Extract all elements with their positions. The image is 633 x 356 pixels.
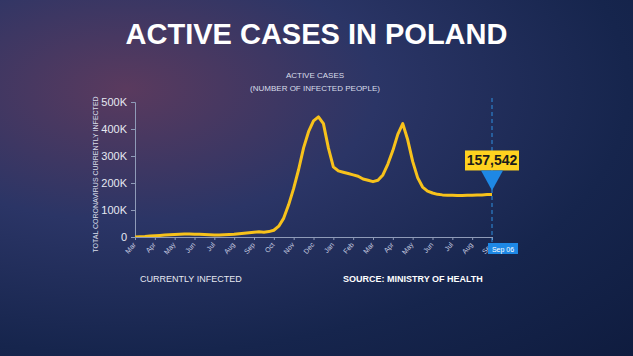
x-tick: Jun	[422, 237, 435, 254]
x-tick-label: Apr	[144, 241, 158, 255]
x-tick: Aug	[223, 237, 237, 256]
y-tick-mark	[131, 210, 135, 211]
callout-label: 157,542	[467, 152, 518, 168]
y-tick-mark	[131, 183, 135, 184]
x-tick: Jan	[323, 237, 336, 254]
y-tick: 400K	[101, 123, 135, 135]
x-tick-label: Jan	[323, 241, 336, 254]
x-tick: Aug	[461, 237, 475, 256]
x-tick-mark	[155, 237, 156, 240]
x-tick-mark	[393, 237, 394, 240]
x-tick: Apr	[382, 237, 396, 255]
x-tick-mark	[373, 237, 374, 240]
line	[135, 117, 492, 237]
y-tick-mark	[131, 237, 135, 238]
x-tick-label: Apr	[382, 241, 396, 255]
x-tick-label: Feb	[342, 241, 355, 255]
y-tick-label: 300K	[101, 150, 127, 162]
y-tick-mark	[131, 102, 135, 103]
date-label: Sep 06	[492, 246, 514, 254]
y-tick-label: 400K	[101, 123, 127, 135]
x-tick-label: Dec	[302, 241, 316, 255]
y-axis-line	[131, 103, 136, 238]
x-tick: Jul	[205, 237, 216, 252]
x-tick: Nov	[282, 237, 296, 255]
source: SOURCE: MINISTRY OF HEALTH	[343, 274, 483, 284]
x-tick-label: Mar	[362, 241, 376, 255]
x-tick-label: Sep	[243, 241, 257, 256]
subtitle: ACTIVE CASES	[286, 71, 344, 80]
y-tick-label: 100K	[101, 204, 127, 216]
x-tick-mark	[333, 237, 334, 240]
x-tick: May	[163, 237, 178, 256]
x-tick-label: Aug	[461, 241, 475, 256]
x-tick-mark	[433, 237, 434, 240]
x-tick: Sep	[243, 237, 257, 256]
callout-pointer	[481, 170, 503, 190]
x-tick: Mar	[124, 237, 138, 255]
x-tick: May	[401, 237, 416, 256]
y-tick: 200K	[101, 177, 135, 189]
x-tick-mark	[195, 237, 196, 240]
x-tick-label: Nov	[282, 241, 296, 255]
y-tick: 500K	[101, 96, 135, 108]
subtitle-note: (NUMBER OF INFECTED PEOPLE)	[250, 84, 380, 93]
x-tick-label: Jun	[422, 241, 435, 254]
x-tick-mark	[175, 237, 176, 240]
x-tick: Jun	[184, 237, 197, 254]
x-axis: Mar Apr May Jun Jul Aug Sep Oct Nov Dec Jan Feb Mar A…	[124, 237, 495, 256]
x-tick: Dec	[302, 237, 316, 255]
x-tick: Mar	[362, 237, 376, 255]
y-axis: 0 100K 200K 300K 400K 500K	[101, 96, 135, 243]
x-tick-mark	[254, 237, 255, 240]
x-tick-mark	[294, 237, 295, 240]
x-tick-mark	[234, 237, 235, 240]
x-tick: Apr	[144, 237, 158, 255]
x-tick-label: Jul	[205, 241, 216, 253]
title: ACTIVE CASES IN POLAND	[126, 18, 508, 50]
plot: 0 100K 200K 300K 400K 500K Mar Apr May Jun Jul Aug S…	[101, 96, 519, 256]
y-tick: 300K	[101, 150, 135, 162]
y-tick-mark	[131, 156, 135, 157]
x-tick-mark	[472, 237, 473, 240]
x-tick-label: Aug	[223, 241, 237, 256]
x-tick-mark	[214, 237, 215, 240]
y-tick-label: 200K	[101, 177, 127, 189]
x-tick: Oct	[263, 237, 275, 254]
callout-box	[465, 150, 519, 170]
series	[135, 117, 492, 237]
footer-note: CURRENTLY INFECTED	[140, 274, 242, 284]
x-tick: Feb	[342, 237, 355, 255]
x-tick-mark	[274, 237, 275, 240]
y-tick-label: 500K	[101, 96, 127, 108]
x-tick-mark	[314, 237, 315, 240]
x-tick-label: Jun	[184, 241, 197, 254]
x-tick-mark	[135, 237, 136, 240]
y-tick: 0	[121, 231, 135, 243]
date-box	[488, 243, 518, 254]
chart: ACTIVE CASES IN POLAND ACTIVE CASES (NUMBE…	[0, 0, 633, 356]
x-axis-line	[136, 238, 493, 241]
x-tick-label: Mar	[124, 241, 138, 255]
y-axis-title: TOTAL CORONAVIRUS CURRENTLY INFECTED	[92, 96, 99, 252]
x-tick-label: May	[401, 241, 416, 257]
x-tick-mark	[452, 237, 453, 240]
x-tick: Jul	[443, 237, 454, 252]
y-tick-mark	[131, 129, 135, 130]
x-tick-label: Oct	[263, 241, 275, 254]
x-tick-label: Jul	[443, 241, 454, 253]
x-tick-mark	[353, 237, 354, 240]
x-tick-label: May	[163, 241, 178, 257]
y-tick-label: 0	[121, 231, 127, 243]
y-tick: 100K	[101, 204, 135, 216]
x-tick-mark	[413, 237, 414, 240]
